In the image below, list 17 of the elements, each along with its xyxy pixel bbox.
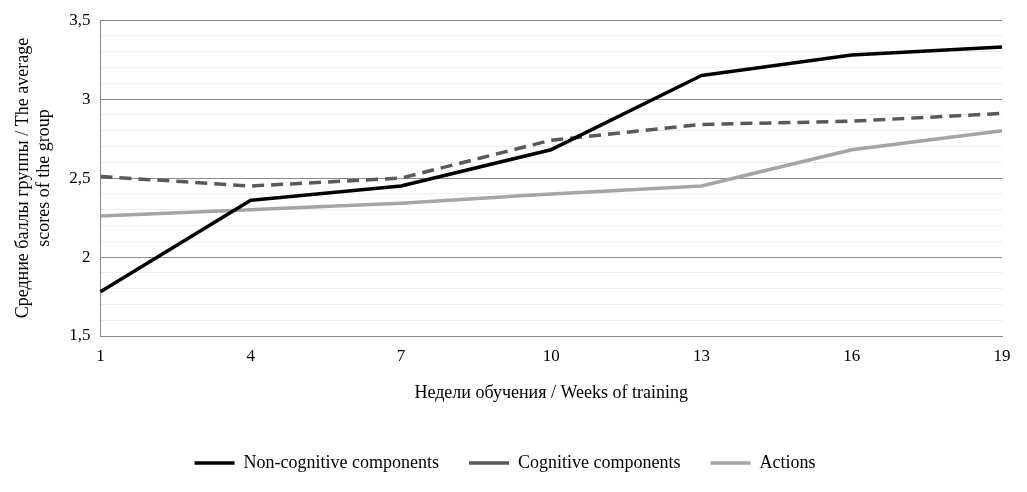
x-tick-label: 1: [96, 345, 105, 365]
x-tick-label: 13: [692, 345, 710, 365]
y-tick-label: 1,5: [69, 325, 91, 345]
x-tick-label: 10: [542, 345, 560, 365]
y-tick-label: 2,5: [69, 167, 91, 187]
y-axis-title: Средние баллы группы / The average scores of the group: [11, 37, 54, 319]
legend-label: Non-cognitive components: [243, 451, 439, 472]
x-axis-title: Недели обучения / Weeks of training: [414, 381, 689, 402]
y-tick-label: 3: [81, 88, 91, 108]
legend-label: Cognitive components: [517, 451, 681, 472]
legend-label: Actions: [759, 451, 816, 472]
y-tick-label: 2: [81, 246, 91, 266]
x-tick-label: 16: [843, 345, 861, 365]
x-tick-label: 19: [993, 345, 1011, 365]
x-tick-label: 4: [246, 345, 256, 365]
y-tick-label: 3,5: [69, 9, 91, 29]
x-tick-label: 7: [396, 345, 406, 365]
